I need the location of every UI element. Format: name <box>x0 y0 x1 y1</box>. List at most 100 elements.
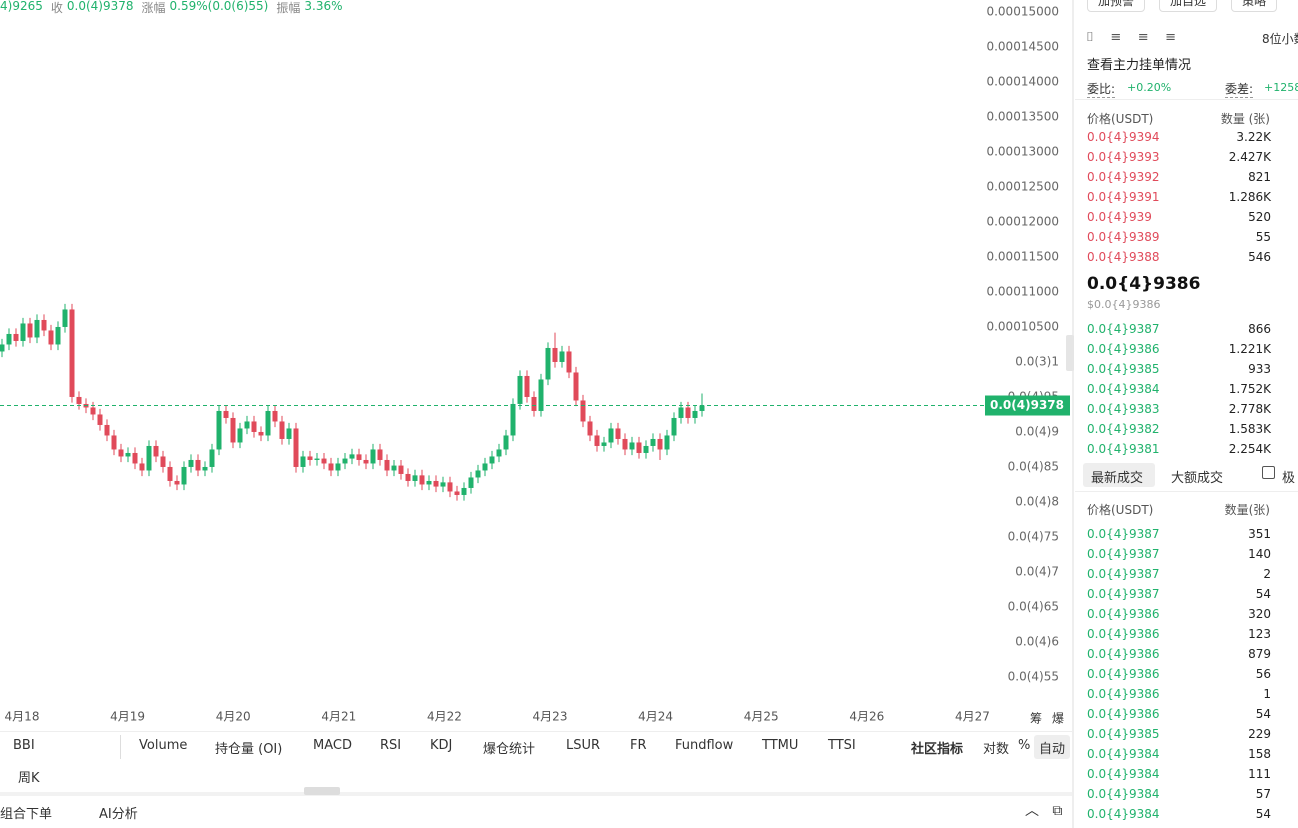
resize-handle[interactable] <box>304 787 340 795</box>
amount: 2.427K <box>1228 150 1271 164</box>
ratio-value: +0.20% <box>1127 81 1172 94</box>
column-header: 价格(USDT) <box>1087 503 1154 517</box>
axis-side-label: 筹 <box>1030 712 1042 726</box>
candle-body <box>433 480 439 487</box>
amount: 2.778K <box>1228 402 1271 416</box>
bottom-tab[interactable]: AI分析 <box>99 807 138 822</box>
candle-body <box>272 410 278 422</box>
indicator-tab[interactable]: Fundflow <box>675 738 734 753</box>
indicator-tab[interactable]: Volume <box>139 738 188 753</box>
candle-body <box>531 396 537 411</box>
y-tick-label: 0.00015000 <box>986 4 1059 18</box>
candle-body <box>41 319 47 331</box>
candle-body <box>6 333 12 345</box>
header-label: 收 <box>50 1 63 15</box>
indicator-tab[interactable]: RSI <box>380 738 402 753</box>
candle-body <box>202 466 208 471</box>
amount: 1.286K <box>1228 190 1271 204</box>
indicator-tab[interactable]: 自动 <box>1039 742 1066 757</box>
trade-tab[interactable]: 大额成交 <box>1171 471 1224 486</box>
candle-body <box>125 452 131 457</box>
x-tick-label: 4月24 <box>638 710 673 724</box>
y-tick-label: 0.0(4)9 <box>1015 424 1059 438</box>
indicator-tab[interactable]: KDJ <box>430 738 453 753</box>
candle-body <box>349 454 355 459</box>
candle-body <box>111 435 117 450</box>
candle-body <box>167 466 173 481</box>
indicator-tab[interactable]: % <box>1018 738 1031 753</box>
link[interactable]: 查看主力挂单情况 <box>1087 58 1192 73</box>
y-tick-label: 0.0(4)6 <box>1015 634 1059 648</box>
checkbox[interactable] <box>1262 466 1275 479</box>
amount: 54 <box>1255 587 1271 601</box>
price: 0.0{4}9394 <box>1087 130 1160 144</box>
trade-tab[interactable]: 极 <box>1282 471 1296 486</box>
y-tick-label: 0.00012500 <box>986 179 1059 193</box>
x-tick-label: 4月20 <box>216 710 251 724</box>
bottom-tab[interactable]: 组合下单 <box>0 807 53 822</box>
y-tick-label: 0.0(4)75 <box>1008 529 1059 543</box>
price: 0.0{4}9386 <box>1087 707 1160 721</box>
candle-body <box>489 456 495 464</box>
indicator-tab[interactable]: TTSI <box>828 738 856 753</box>
candle-body <box>48 330 54 345</box>
amount: 351 <box>1248 527 1271 541</box>
price: 0.0{4}9387 <box>1087 322 1160 336</box>
candle-body <box>398 465 404 474</box>
trade-tab[interactable]: 最新成交 <box>1091 471 1144 486</box>
indicator-tab[interactable]: TTMU <box>762 738 799 753</box>
indicator-tab[interactable]: 持仓量 (OI) <box>215 742 283 757</box>
book-icons[interactable]: ⌷ ≡ ≡ ≡ <box>1086 30 1177 45</box>
button-bg <box>1034 735 1070 759</box>
header-value: 0.0(4)9378 <box>66 0 134 13</box>
y-tick-label: 0.00013500 <box>986 109 1059 123</box>
divider <box>1072 0 1074 828</box>
candle-body <box>559 351 565 362</box>
indicator-tab[interactable]: FR <box>630 738 647 753</box>
candle-body <box>209 449 215 467</box>
indicator-tab[interactable]: 爆仓统计 <box>483 742 536 757</box>
panel-handle[interactable] <box>1066 335 1074 371</box>
candle-body <box>384 459 390 471</box>
y-tick-label: 0.00012000 <box>986 214 1059 228</box>
candle-body <box>139 463 145 471</box>
indicator-tab[interactable]: 对数 <box>983 742 1010 757</box>
decimals-select[interactable]: 8位小数 <box>1262 32 1298 46</box>
candle-body <box>251 421 257 432</box>
x-tick-label: 4月18 <box>5 710 40 724</box>
candle-body <box>664 435 670 450</box>
amount: 54 <box>1255 707 1271 721</box>
indicator-tab[interactable]: MACD <box>313 738 352 753</box>
candle-body <box>216 410 222 450</box>
top-button[interactable]: 加自选 <box>1159 0 1218 12</box>
candle-body <box>608 428 614 443</box>
period-tab[interactable]: 周K <box>18 771 40 786</box>
candle-body <box>328 463 334 471</box>
indicator-tab[interactable]: BBI <box>13 738 35 753</box>
candle-body <box>566 351 572 373</box>
candle-body <box>454 491 460 495</box>
top-button[interactable]: 策略 <box>1231 0 1278 12</box>
mid-price-usd: $0.0{4}9386 <box>1087 298 1161 311</box>
collapse-icon[interactable]: ︿ ⧉ <box>1025 803 1063 819</box>
amount: 56 <box>1255 667 1271 681</box>
candle-body <box>55 326 61 345</box>
indicator-tab[interactable]: LSUR <box>566 738 601 753</box>
x-tick-label: 4月23 <box>533 710 568 724</box>
amount: 3.22K <box>1236 130 1271 144</box>
candle-body <box>181 466 187 485</box>
amount: 320 <box>1248 607 1271 621</box>
candle-body <box>685 407 691 418</box>
amount: 2.254K <box>1228 442 1271 456</box>
candle-body <box>244 421 250 429</box>
indicator-tab[interactable]: 社区指标 <box>911 742 964 757</box>
amount: 546 <box>1248 250 1271 264</box>
top-button[interactable]: 加预警 <box>1087 0 1146 12</box>
candle-body <box>321 458 327 464</box>
column-header: 数量 (张) <box>1220 112 1270 126</box>
candle-body <box>230 417 236 443</box>
price: 0.0{4}9385 <box>1087 727 1160 741</box>
tab-bg <box>1083 463 1155 487</box>
price: 0.0{4}9382 <box>1087 422 1160 436</box>
candle-body <box>391 465 397 471</box>
